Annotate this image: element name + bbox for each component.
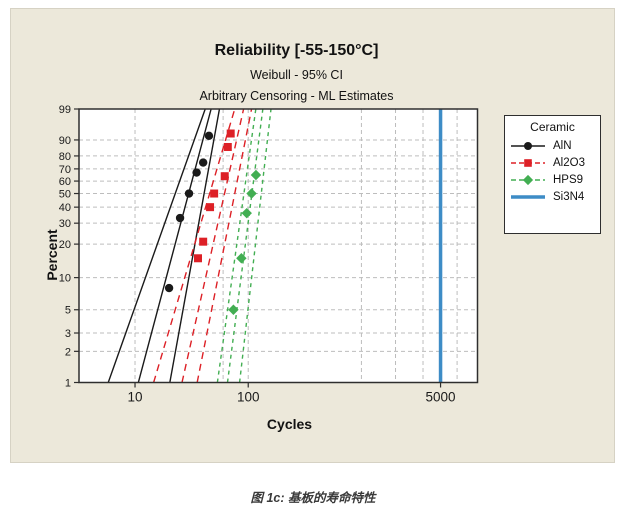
plot-frame xyxy=(78,108,479,384)
y-tick-label: 10 xyxy=(59,273,71,285)
ci-lower-hps9 xyxy=(216,108,257,383)
ci-lower-aln xyxy=(107,108,206,383)
legend-entries: AlN Al2O3 HPS9 Si3N4 xyxy=(505,137,600,205)
fit-line-hps9 xyxy=(226,108,264,383)
y-tick-label: 2 xyxy=(65,346,71,358)
y-tick-label: 90 xyxy=(59,135,71,147)
legend-entry-aln: AlN xyxy=(505,137,600,154)
legend-title: Ceramic xyxy=(530,120,575,134)
plot-area xyxy=(79,109,478,383)
chart-panel: Reliability [-55-150°C] Weibull - 95% CI… xyxy=(10,8,615,463)
data-point-aln xyxy=(204,131,214,141)
y-tick-label: 40 xyxy=(59,202,71,214)
legend-sample-circle-icon xyxy=(511,141,545,150)
legend-entry-si3n4: Si3N4 xyxy=(505,188,600,205)
data-point-hps9 xyxy=(250,169,262,181)
y-tick-label: 80 xyxy=(59,151,71,163)
y-tick-label: 20 xyxy=(59,239,71,251)
data-point-al2o3 xyxy=(226,129,235,138)
data-point-al2o3 xyxy=(220,172,229,181)
fit-line-al2o3 xyxy=(181,108,245,383)
y-tick-label: 5 xyxy=(65,305,71,317)
chart-title: Reliability [-55-150°C] xyxy=(214,42,379,59)
legend-label: AlN xyxy=(553,139,572,152)
y-tick-label: 30 xyxy=(59,218,71,230)
x-tick-label: 5000 xyxy=(426,390,456,405)
legend-entry-al2o3: Al2O3 xyxy=(505,154,600,171)
figure-caption: 图 1c: 基板的寿命特性 xyxy=(250,491,376,505)
chart-subtitle-method: Arbitrary Censoring - ML Estimates xyxy=(199,89,394,103)
ci-upper-aln xyxy=(169,108,221,383)
fit-line-aln xyxy=(137,108,212,383)
data-point-aln xyxy=(184,189,194,198)
data-point-al2o3 xyxy=(193,254,202,263)
legend-label: Si3N4 xyxy=(553,190,585,203)
data-point-aln xyxy=(164,283,174,293)
y-tick-label: 99 xyxy=(59,104,71,116)
x-tick-label: 100 xyxy=(237,390,260,405)
y-tick-label: 1 xyxy=(65,378,71,390)
x-axis-title: Cycles xyxy=(266,416,313,432)
ci-upper-hps9 xyxy=(238,108,272,383)
data-point-al2o3 xyxy=(210,189,219,198)
ci-upper-al2o3 xyxy=(196,108,253,383)
data-point-aln xyxy=(192,168,201,177)
legend-sample-none-icon xyxy=(511,194,545,199)
y-tick-label: 3 xyxy=(65,328,71,340)
chart-subtitle-distribution: Weibull - 95% CI xyxy=(250,68,343,82)
data-point-al2o3 xyxy=(199,237,208,246)
y-tick-label: 60 xyxy=(59,176,71,188)
x-tick-label: 10 xyxy=(128,390,143,405)
data-point-al2o3 xyxy=(223,142,232,151)
data-point-aln xyxy=(175,213,185,223)
data-point-aln xyxy=(198,158,208,167)
y-tick-label: 70 xyxy=(59,164,71,176)
data-point-al2o3 xyxy=(206,203,215,212)
legend: Ceramic AlN Al2O3 HPS9 Si3N4 xyxy=(504,115,601,234)
legend-sample-square-icon xyxy=(511,158,545,167)
y-tick-label: 50 xyxy=(59,189,71,201)
legend-sample-diamond-icon xyxy=(511,174,545,185)
legend-label: Al2O3 xyxy=(553,156,585,169)
legend-entry-hps9: HPS9 xyxy=(505,171,600,188)
legend-label: HPS9 xyxy=(553,173,584,186)
